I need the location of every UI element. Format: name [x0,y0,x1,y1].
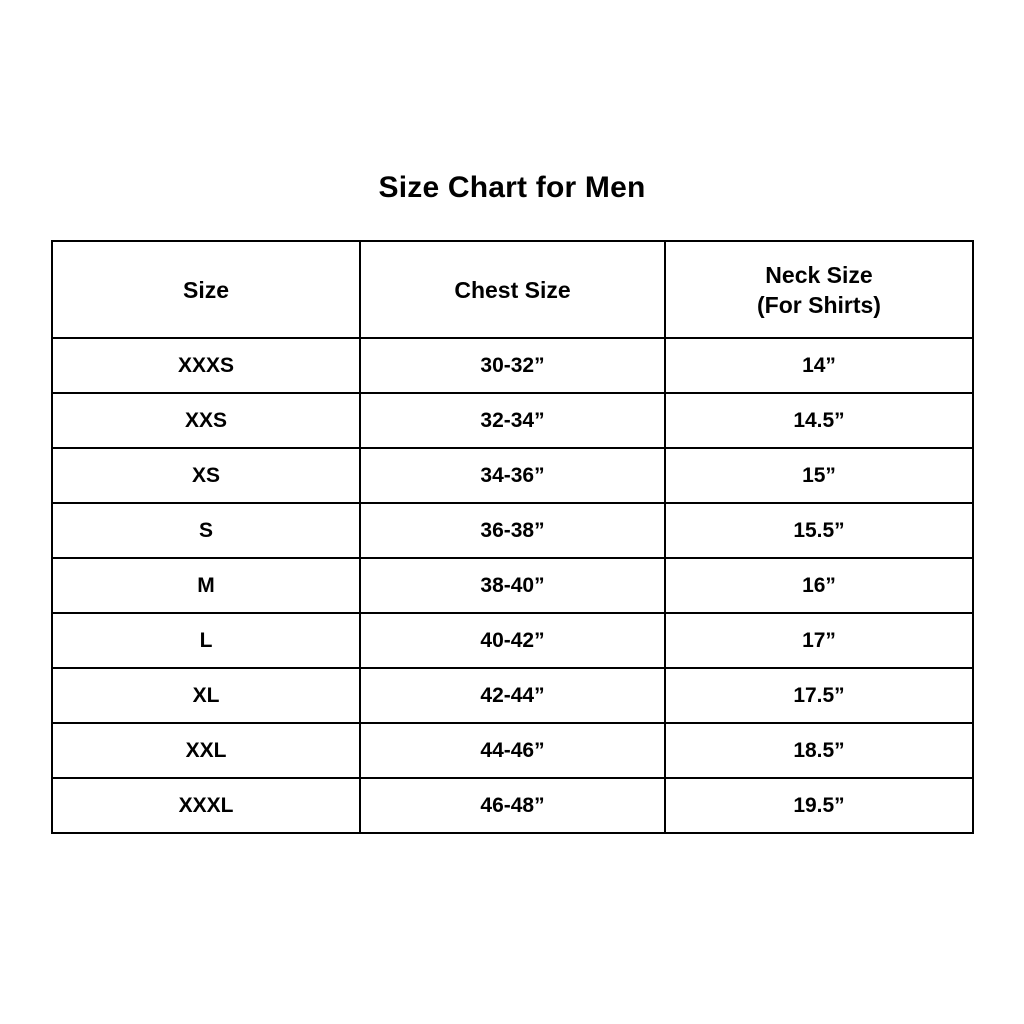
cell-neck: 18.5” [664,722,974,779]
cell-chest: 30-32” [359,337,666,394]
table-row: XS 34-36” 15” [51,447,974,504]
cell-chest: 38-40” [359,557,666,614]
cell-neck: 15” [664,447,974,504]
column-header-neck-size-line1: Neck Size [765,261,873,288]
size-chart-table: Size Chest Size Neck Size (For Shirts) X… [51,240,974,834]
column-header-chest-size: Chest Size [359,240,666,339]
cell-chest: 44-46” [359,722,666,779]
page-title: Size Chart for Men [378,171,646,204]
column-header-size-line1: Size [182,276,230,303]
table-row: XXS 32-34” 14.5” [51,392,974,449]
cell-size: L [51,612,361,669]
cell-neck: 14.5” [664,392,974,449]
cell-size: XXL [51,722,361,779]
cell-size: XXS [51,392,361,449]
cell-size: M [51,557,361,614]
cell-neck: 16” [664,557,974,614]
table-body: XXXS 30-32” 14” XXS 32-34” 14.5” XS 34-3… [51,337,974,834]
cell-neck: 14” [664,337,974,394]
column-header-size: Size [51,240,361,339]
cell-chest: 36-38” [359,502,666,559]
column-header-neck-size-line2: (For Shirts) [757,291,881,318]
table-row: L 40-42” 17” [51,612,974,669]
cell-size: XS [51,447,361,504]
table-row: M 38-40” 16” [51,557,974,614]
cell-size: S [51,502,361,559]
cell-chest: 34-36” [359,447,666,504]
table-row: XXXS 30-32” 14” [51,337,974,394]
cell-neck: 19.5” [664,777,974,834]
cell-chest: 46-48” [359,777,666,834]
cell-size: XXXS [51,337,361,394]
table-row: S 36-38” 15.5” [51,502,974,559]
table-row: XXL 44-46” 18.5” [51,722,974,779]
column-header-chest-size-line1: Chest Size [454,276,571,303]
cell-chest: 42-44” [359,667,666,724]
table-header-row: Size Chest Size Neck Size (For Shirts) [51,240,974,339]
cell-chest: 40-42” [359,612,666,669]
cell-chest: 32-34” [359,392,666,449]
cell-size: XXXL [51,777,361,834]
cell-neck: 17” [664,612,974,669]
cell-size: XL [51,667,361,724]
table-row: XL 42-44” 17.5” [51,667,974,724]
column-header-neck-size: Neck Size (For Shirts) [664,240,974,339]
cell-neck: 15.5” [664,502,974,559]
table-row: XXXL 46-48” 19.5” [51,777,974,834]
table-header: Size Chest Size Neck Size (For Shirts) [51,240,974,339]
cell-neck: 17.5” [664,667,974,724]
